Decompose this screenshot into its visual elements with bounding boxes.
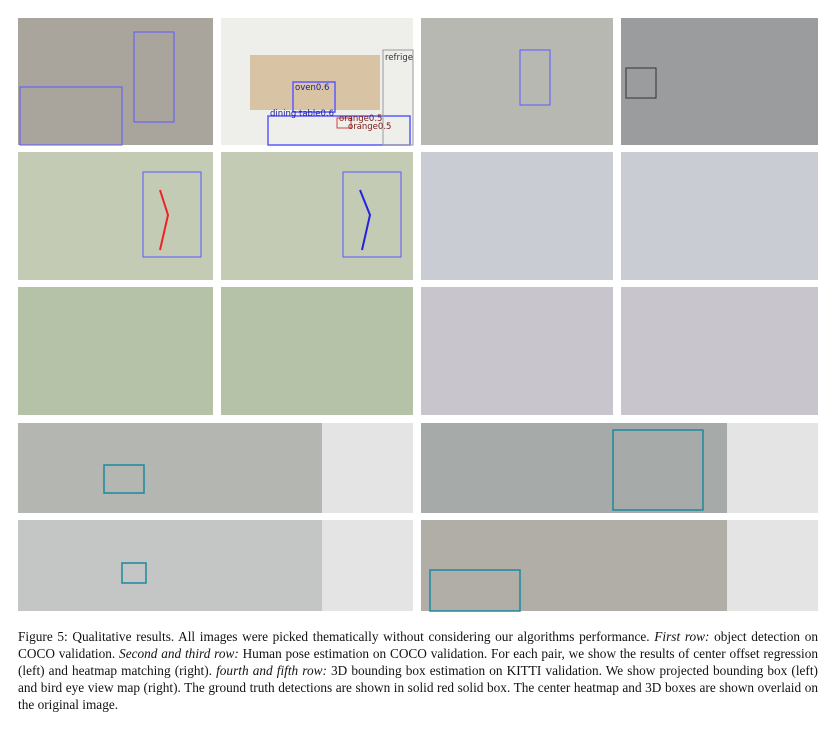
box (519, 49, 551, 106)
skeleton (359, 189, 372, 251)
image (621, 152, 818, 280)
caption-emphasis: Second and third row: (119, 646, 239, 661)
caption-text: Qualitative results. All images were pic… (67, 629, 655, 644)
caption-text: Human pose estimation on COCO validation… (18, 646, 819, 678)
detection-label: oven0.6 (295, 83, 329, 93)
image (18, 287, 213, 415)
image (18, 423, 322, 513)
image (18, 18, 213, 145)
row-2 (18, 152, 818, 280)
box (292, 81, 336, 113)
box (625, 67, 657, 99)
image (421, 152, 613, 280)
bev-map (322, 423, 413, 513)
row-3 (18, 287, 818, 415)
image (621, 287, 818, 415)
image (421, 18, 613, 145)
bev-map (727, 520, 818, 611)
box (19, 86, 123, 146)
image (18, 152, 213, 280)
image (421, 423, 727, 513)
detection-label: dining table0.6 (270, 109, 334, 119)
image (621, 18, 818, 145)
3d-box (121, 562, 147, 584)
bev-map (727, 423, 818, 513)
box (133, 31, 175, 123)
box (336, 117, 352, 129)
caption: Figure 5: Qualitative results. All image… (18, 628, 818, 713)
image (18, 520, 322, 611)
detection-label: orange0.5 (348, 122, 391, 132)
caption-text: 3D bounding box estimation on KITTI vali… (18, 663, 818, 712)
detection-label: orange0.5 (339, 114, 382, 124)
row-1: oven0.6 dining table0.6 orange0.5 orange… (18, 18, 818, 146)
3d-box (103, 464, 145, 494)
row-5 (18, 520, 818, 612)
skeleton (159, 189, 170, 251)
row-4 (18, 423, 818, 513)
box (382, 49, 414, 146)
caption-emphasis: First row: (654, 629, 710, 644)
3d-box (429, 569, 521, 612)
image (421, 287, 613, 415)
caption-text: object detection on COCO validation. (18, 629, 818, 661)
detection-label: refrige (385, 53, 413, 63)
caption-emphasis: fourth and fifth row: (216, 663, 327, 678)
box (267, 115, 411, 146)
bev-map (322, 520, 413, 611)
image (221, 152, 413, 280)
3d-box (612, 429, 704, 511)
figure-images: oven0.6 dining table0.6 orange0.5 orange… (18, 18, 818, 612)
box (342, 171, 402, 258)
caption-label: Figure 5: (18, 629, 68, 644)
image (421, 520, 727, 611)
image (221, 287, 413, 415)
box (142, 171, 202, 258)
